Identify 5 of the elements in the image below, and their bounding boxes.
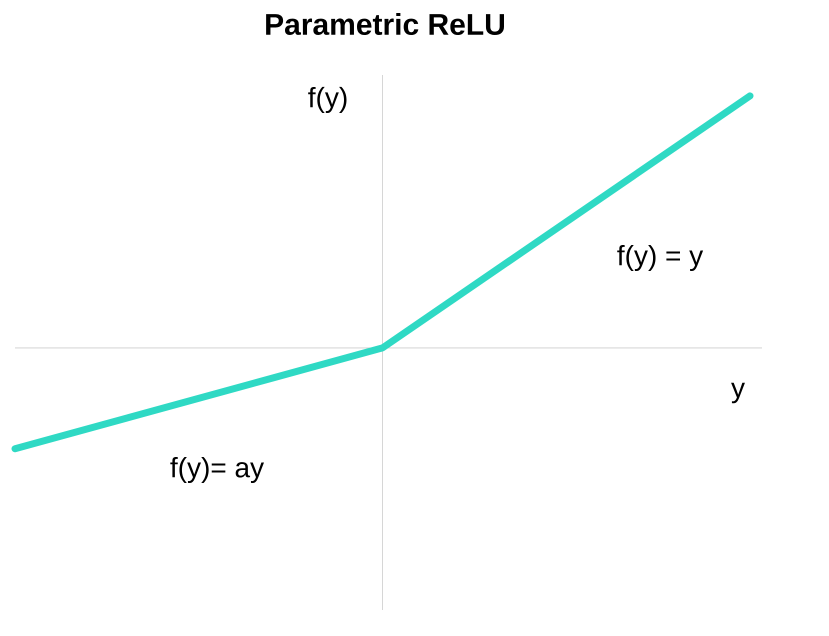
chart-title: Parametric ReLU xyxy=(266,12,504,36)
x-axis-title: y xyxy=(731,382,745,404)
annotation: f(y) = y xyxy=(617,244,704,272)
y-axis-title: f(y) xyxy=(308,86,346,114)
text: f(y)= ay xyxy=(170,456,264,484)
